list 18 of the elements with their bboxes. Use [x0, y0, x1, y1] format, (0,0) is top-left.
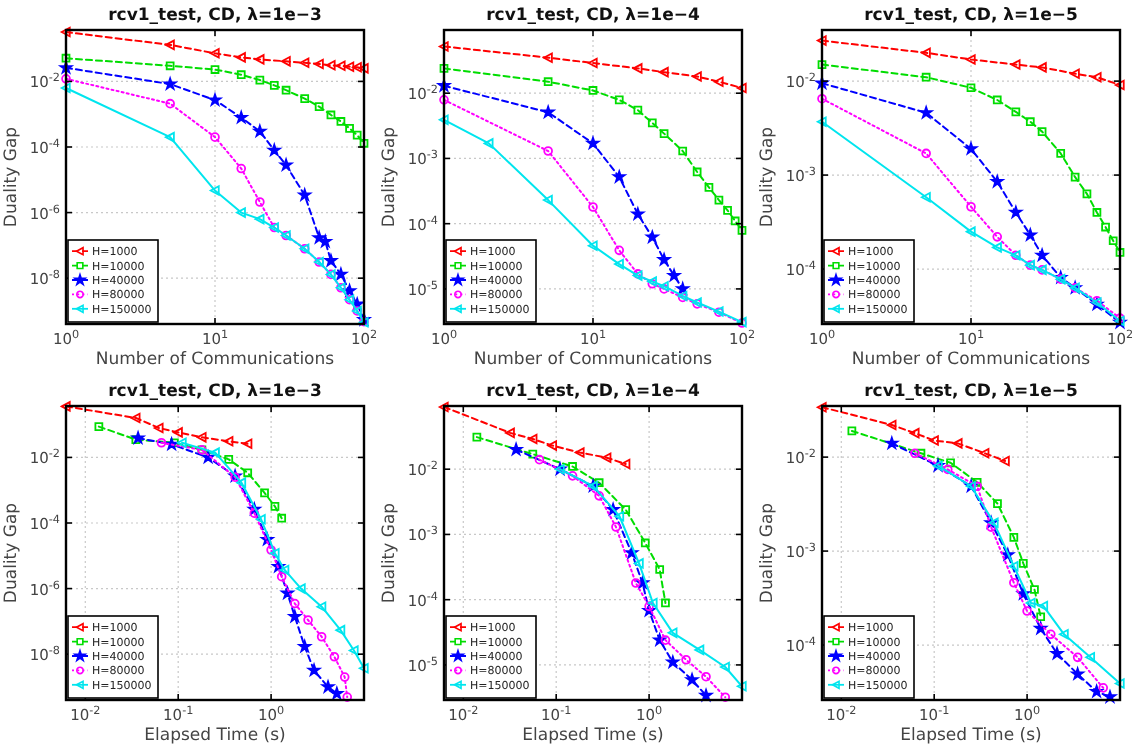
chart-title: rcv1_test, CD, λ=1e−3 [108, 382, 322, 402]
chart-title: rcv1_test, CD, λ=1e−5 [864, 6, 1078, 26]
x-axis-title: Number of Communications [851, 350, 1092, 370]
chart-title: rcv1_test, CD, λ=1e−5 [864, 382, 1078, 402]
y-axis-title: Duality Gap [758, 502, 778, 604]
y-axis-title: Duality Gap [2, 126, 22, 228]
chart-title: rcv1_test, CD, λ=1e−4 [486, 382, 700, 402]
chart-title: rcv1_test, CD, λ=1e−4 [486, 6, 700, 26]
x-axis-title: Elapsed Time (s) [144, 726, 286, 746]
x-axis-title: Elapsed Time (s) [522, 726, 664, 746]
x-axis-title: Number of Communications [473, 350, 714, 370]
y-axis-title: Duality Gap [2, 502, 22, 604]
chart-title: rcv1_test, CD, λ=1e−3 [108, 6, 322, 26]
x-axis-title: Elapsed Time (s) [900, 726, 1042, 746]
y-axis-title: Duality Gap [380, 126, 400, 228]
x-axis-title: Number of Communications [95, 350, 336, 370]
y-axis-title: Duality Gap [380, 502, 400, 604]
y-axis-title: Duality Gap [758, 126, 778, 228]
